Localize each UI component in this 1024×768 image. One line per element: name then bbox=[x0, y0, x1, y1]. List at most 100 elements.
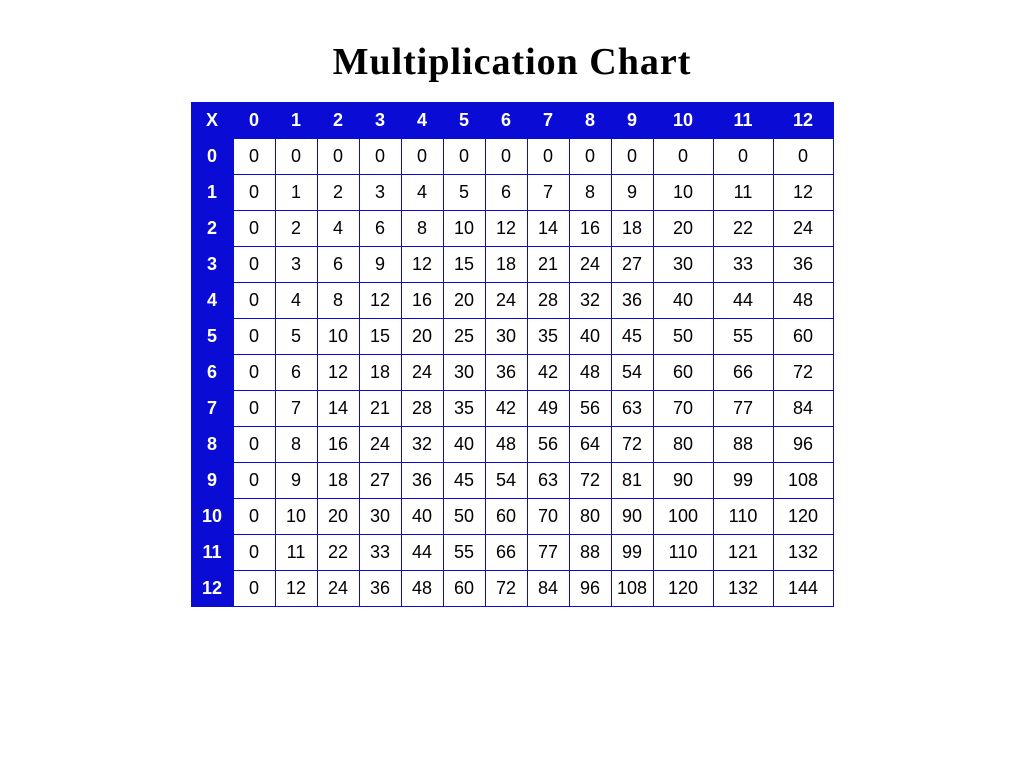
table-head: X0123456789101112 bbox=[191, 103, 833, 139]
table-cell: 36 bbox=[773, 247, 833, 283]
table-cell: 0 bbox=[233, 355, 275, 391]
table-cell: 0 bbox=[233, 499, 275, 535]
table-cell: 72 bbox=[569, 463, 611, 499]
table-cell: 48 bbox=[569, 355, 611, 391]
table-cell: 84 bbox=[773, 391, 833, 427]
table-cell: 7 bbox=[275, 391, 317, 427]
table-cell: 4 bbox=[401, 175, 443, 211]
table-cell: 28 bbox=[527, 283, 569, 319]
table-cell: 8 bbox=[401, 211, 443, 247]
table-cell: 121 bbox=[713, 535, 773, 571]
table-cell: 10 bbox=[275, 499, 317, 535]
table-cell: 30 bbox=[653, 247, 713, 283]
table-cell: 60 bbox=[443, 571, 485, 607]
table-cell: 6 bbox=[275, 355, 317, 391]
table-cell: 11 bbox=[275, 535, 317, 571]
table-cell: 14 bbox=[317, 391, 359, 427]
table-cell: 110 bbox=[713, 499, 773, 535]
table-cell: 120 bbox=[773, 499, 833, 535]
table-cell: 22 bbox=[317, 535, 359, 571]
table-cell: 2 bbox=[275, 211, 317, 247]
table-cell: 96 bbox=[773, 427, 833, 463]
table-cell: 54 bbox=[611, 355, 653, 391]
row-header: 7 bbox=[191, 391, 233, 427]
table-cell: 7 bbox=[527, 175, 569, 211]
table-cell: 33 bbox=[359, 535, 401, 571]
table-cell: 50 bbox=[443, 499, 485, 535]
table-cell: 24 bbox=[401, 355, 443, 391]
table-cell: 35 bbox=[443, 391, 485, 427]
table-cell: 0 bbox=[569, 139, 611, 175]
row-header: 11 bbox=[191, 535, 233, 571]
table-cell: 100 bbox=[653, 499, 713, 535]
col-header: 2 bbox=[317, 103, 359, 139]
table-cell: 0 bbox=[317, 139, 359, 175]
table-cell: 22 bbox=[713, 211, 773, 247]
table-cell: 0 bbox=[233, 139, 275, 175]
row-header: 0 bbox=[191, 139, 233, 175]
col-header: 11 bbox=[713, 103, 773, 139]
table-cell: 0 bbox=[713, 139, 773, 175]
table-cell: 40 bbox=[653, 283, 713, 319]
table-cell: 0 bbox=[233, 571, 275, 607]
table-cell: 48 bbox=[485, 427, 527, 463]
row-header: 12 bbox=[191, 571, 233, 607]
table-cell: 60 bbox=[773, 319, 833, 355]
col-header: 10 bbox=[653, 103, 713, 139]
table-cell: 36 bbox=[611, 283, 653, 319]
table-row: 30369121518212427303336 bbox=[191, 247, 833, 283]
col-header: 5 bbox=[443, 103, 485, 139]
table-cell: 72 bbox=[773, 355, 833, 391]
table-cell: 0 bbox=[401, 139, 443, 175]
table-body: 0000000000000010123456789101112202468101… bbox=[191, 139, 833, 607]
table-cell: 40 bbox=[443, 427, 485, 463]
table-cell: 20 bbox=[401, 319, 443, 355]
table-cell: 36 bbox=[359, 571, 401, 607]
table-cell: 28 bbox=[401, 391, 443, 427]
table-cell: 12 bbox=[359, 283, 401, 319]
table-cell: 81 bbox=[611, 463, 653, 499]
table-cell: 0 bbox=[233, 463, 275, 499]
table-cell: 12 bbox=[773, 175, 833, 211]
table-row: 90918273645546372819099108 bbox=[191, 463, 833, 499]
table-row: 6061218243036424854606672 bbox=[191, 355, 833, 391]
table-cell: 35 bbox=[527, 319, 569, 355]
table-cell: 60 bbox=[485, 499, 527, 535]
table-cell: 84 bbox=[527, 571, 569, 607]
table-cell: 45 bbox=[611, 319, 653, 355]
table-row: 8081624324048566472808896 bbox=[191, 427, 833, 463]
table-cell: 88 bbox=[569, 535, 611, 571]
table-cell: 30 bbox=[359, 499, 401, 535]
table-cell: 8 bbox=[275, 427, 317, 463]
table-cell: 48 bbox=[401, 571, 443, 607]
table-row: 100102030405060708090100110120 bbox=[191, 499, 833, 535]
row-header: 5 bbox=[191, 319, 233, 355]
col-header: 9 bbox=[611, 103, 653, 139]
table-cell: 80 bbox=[569, 499, 611, 535]
table-cell: 0 bbox=[233, 427, 275, 463]
table-cell: 0 bbox=[653, 139, 713, 175]
table-cell: 12 bbox=[485, 211, 527, 247]
table-cell: 56 bbox=[569, 391, 611, 427]
table-cell: 144 bbox=[773, 571, 833, 607]
table-cell: 10 bbox=[443, 211, 485, 247]
table-cell: 21 bbox=[527, 247, 569, 283]
table-cell: 40 bbox=[401, 499, 443, 535]
table-cell: 4 bbox=[317, 211, 359, 247]
table-cell: 5 bbox=[443, 175, 485, 211]
table-cell: 0 bbox=[611, 139, 653, 175]
table-cell: 16 bbox=[569, 211, 611, 247]
col-header: 7 bbox=[527, 103, 569, 139]
table-cell: 90 bbox=[611, 499, 653, 535]
table-cell: 18 bbox=[359, 355, 401, 391]
table-cell: 56 bbox=[527, 427, 569, 463]
table-cell: 8 bbox=[317, 283, 359, 319]
table-cell: 0 bbox=[233, 211, 275, 247]
table-cell: 24 bbox=[317, 571, 359, 607]
table-row: 1201224364860728496108120132144 bbox=[191, 571, 833, 607]
table-cell: 64 bbox=[569, 427, 611, 463]
table-cell: 0 bbox=[233, 283, 275, 319]
table-cell: 21 bbox=[359, 391, 401, 427]
table-cell: 70 bbox=[653, 391, 713, 427]
table-cell: 120 bbox=[653, 571, 713, 607]
